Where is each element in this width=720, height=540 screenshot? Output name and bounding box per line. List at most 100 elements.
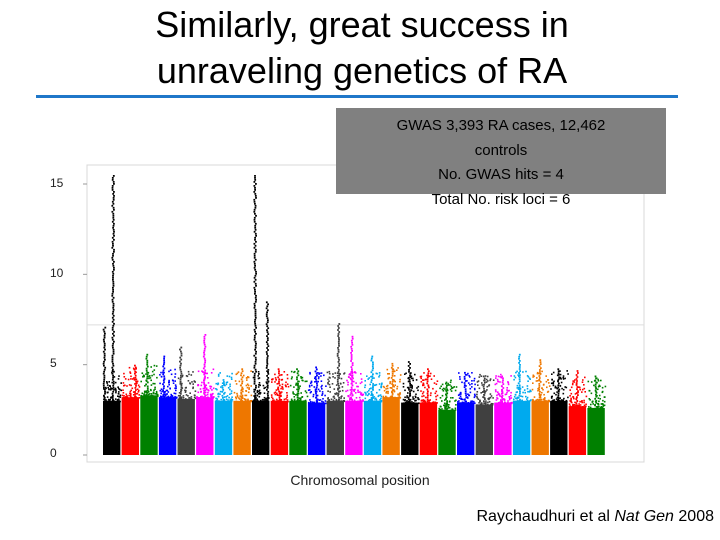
snp-point bbox=[320, 402, 323, 405]
peak-point bbox=[103, 330, 106, 333]
snp-point bbox=[300, 377, 303, 379]
snp-point bbox=[182, 398, 184, 401]
peak-point bbox=[111, 392, 114, 395]
snp-point bbox=[286, 396, 288, 399]
snp-point bbox=[495, 375, 497, 377]
snp-point bbox=[245, 377, 248, 379]
snp-point bbox=[481, 404, 483, 406]
peak-point bbox=[576, 386, 579, 388]
snp-point bbox=[359, 399, 362, 401]
snp-point bbox=[598, 394, 601, 397]
peak-point bbox=[594, 389, 597, 392]
peak-point bbox=[297, 388, 300, 391]
snp-point bbox=[293, 399, 296, 401]
snp-point bbox=[161, 390, 163, 393]
snp-point bbox=[175, 387, 177, 389]
snp-point bbox=[367, 394, 369, 397]
peak-point bbox=[163, 393, 166, 395]
peak-point bbox=[222, 396, 224, 399]
snp-point bbox=[246, 379, 248, 381]
peak-point bbox=[112, 306, 115, 309]
peak-point bbox=[557, 390, 560, 393]
snp-point bbox=[328, 370, 331, 373]
snp-point bbox=[186, 398, 188, 401]
peak-point bbox=[135, 385, 137, 387]
snp-point bbox=[258, 389, 261, 392]
peak-point bbox=[265, 367, 268, 369]
snp-point bbox=[215, 397, 217, 400]
peak-point bbox=[336, 355, 339, 357]
peak-point bbox=[350, 345, 353, 348]
snp-point bbox=[570, 386, 573, 389]
snp-point bbox=[136, 380, 139, 383]
peak-point bbox=[351, 368, 353, 371]
snp-point bbox=[325, 385, 327, 387]
peak-point bbox=[112, 318, 115, 321]
snp-point bbox=[331, 383, 334, 385]
snp-point bbox=[233, 391, 236, 394]
peak-point bbox=[253, 200, 256, 203]
peak-point bbox=[113, 250, 115, 253]
peak-point bbox=[337, 349, 340, 351]
peak-point bbox=[240, 400, 243, 403]
snp-point bbox=[339, 373, 341, 375]
snp-point bbox=[471, 380, 473, 382]
snp-point bbox=[327, 390, 329, 392]
peak-point bbox=[253, 380, 256, 383]
peak-point bbox=[278, 372, 280, 375]
snp-point bbox=[420, 399, 423, 402]
peak-point bbox=[112, 382, 115, 385]
snp-point bbox=[144, 385, 146, 387]
snp-point bbox=[480, 375, 483, 377]
snp-point bbox=[577, 391, 579, 394]
snp-point bbox=[248, 387, 250, 389]
snp-point bbox=[347, 383, 349, 386]
snp-point bbox=[457, 400, 459, 403]
snp-point bbox=[144, 391, 146, 394]
peak-point bbox=[517, 382, 520, 385]
snp-point bbox=[582, 379, 584, 381]
snp-point bbox=[380, 386, 382, 388]
snp-point bbox=[488, 401, 491, 403]
snp-point bbox=[317, 388, 320, 391]
snp-point bbox=[569, 395, 571, 397]
snp-point bbox=[599, 406, 602, 409]
snp-point bbox=[170, 373, 173, 376]
peak-point bbox=[351, 372, 353, 375]
peak-point bbox=[338, 345, 340, 347]
peak-point bbox=[202, 367, 205, 370]
peak-point bbox=[146, 391, 148, 394]
snp-point bbox=[380, 395, 383, 398]
snp-point bbox=[282, 388, 284, 390]
snp-point bbox=[478, 376, 481, 378]
snp-point bbox=[258, 390, 260, 393]
peak-point bbox=[464, 380, 467, 382]
peak-point bbox=[278, 392, 281, 395]
peak-point bbox=[204, 334, 207, 336]
snp-point bbox=[495, 399, 498, 401]
snp-point bbox=[286, 392, 288, 394]
peak-point bbox=[267, 390, 270, 393]
chromosome-10-base-band bbox=[270, 400, 289, 455]
snp-point bbox=[402, 382, 405, 385]
peak-point bbox=[146, 373, 149, 376]
snp-point bbox=[327, 397, 329, 399]
snp-point bbox=[276, 392, 278, 395]
snp-point bbox=[536, 398, 539, 401]
snp-point bbox=[509, 402, 512, 404]
snp-point bbox=[200, 391, 202, 393]
peak-point bbox=[446, 402, 448, 404]
snp-point bbox=[115, 390, 117, 392]
peak-point bbox=[518, 372, 521, 374]
snp-point bbox=[473, 379, 475, 382]
peak-point bbox=[266, 363, 269, 365]
peak-point bbox=[338, 398, 340, 401]
peak-point bbox=[180, 370, 183, 373]
snp-point bbox=[387, 392, 389, 395]
chromosome-11-points bbox=[289, 368, 309, 455]
snp-point bbox=[561, 387, 563, 390]
snp-point bbox=[415, 379, 418, 381]
peak-point bbox=[338, 363, 341, 365]
snp-point bbox=[103, 398, 105, 401]
peak-point bbox=[112, 198, 115, 201]
